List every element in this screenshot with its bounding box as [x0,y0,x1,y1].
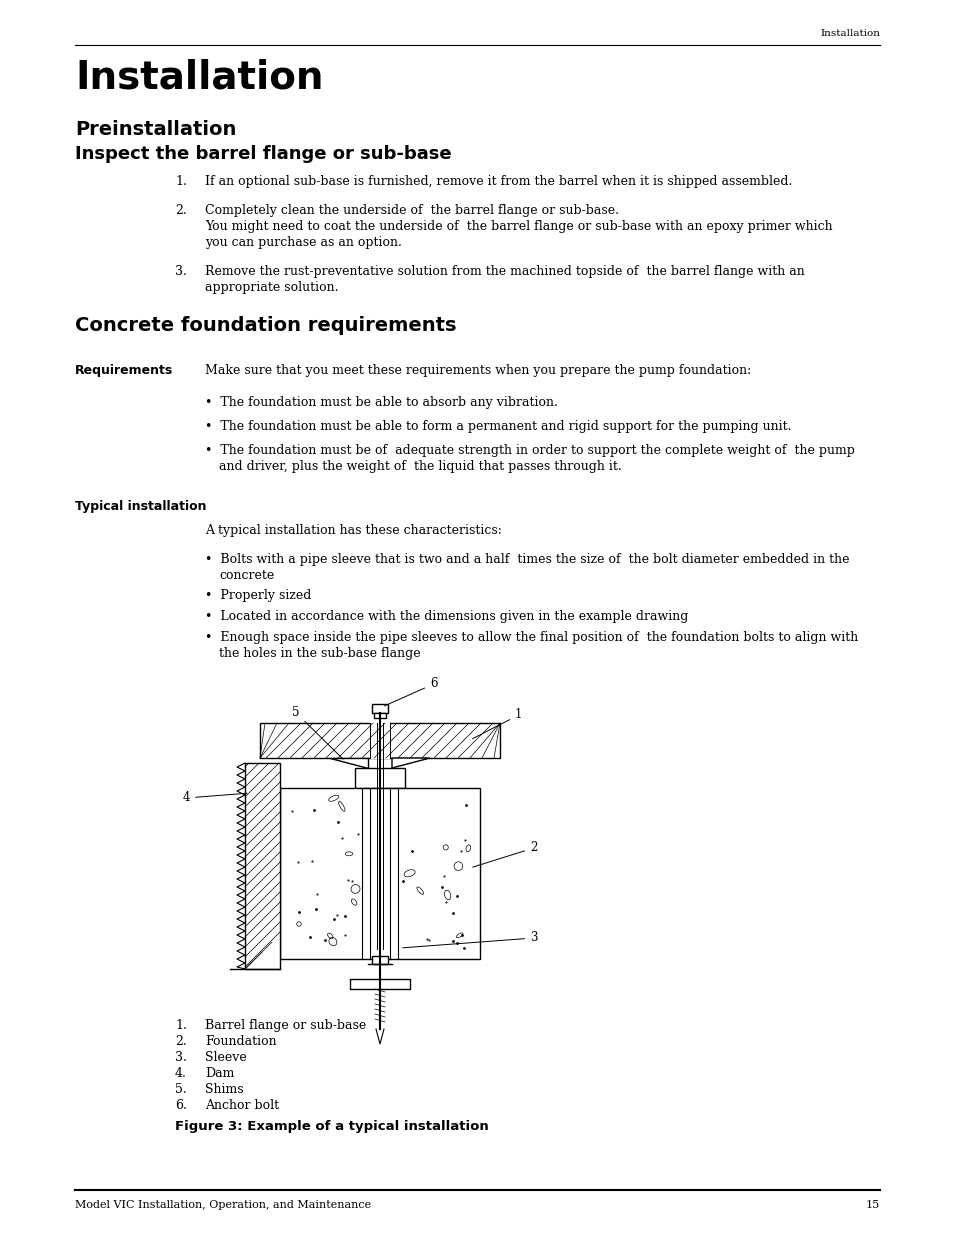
Text: Inspect the barrel flange or sub-base: Inspect the barrel flange or sub-base [75,144,451,163]
Text: Model VIC Installation, Operation, and Maintenance: Model VIC Installation, Operation, and M… [75,1200,371,1210]
Text: 5.: 5. [174,1083,187,1095]
Text: Shims: Shims [205,1083,243,1095]
Text: •  The foundation must be able to form a permanent and rigid support for the pum: • The foundation must be able to form a … [205,420,791,432]
Bar [280,788,479,960]
Text: Requirements: Requirements [75,364,173,377]
Text: 15: 15 [864,1200,879,1210]
Text: Preinstallation: Preinstallation [75,120,236,140]
Text: A typical installation has these characteristics:: A typical installation has these charact… [205,524,501,537]
Bar [372,704,388,713]
Text: 1.: 1. [174,175,187,188]
Text: 6: 6 [384,678,437,706]
Text: 6.: 6. [174,1099,187,1112]
Text: you can purchase as an option.: you can purchase as an option. [205,236,401,248]
Text: •  Located in accordance with the dimensions given in the example drawing: • Located in accordance with the dimensi… [205,610,688,624]
Text: the holes in the sub-base flange: the holes in the sub-base flange [219,647,420,659]
Text: Figure 3: Example of a typical installation: Figure 3: Example of a typical installat… [174,1120,488,1132]
Text: If an optional sub-base is furnished, remove it from the barrel when it is shipp: If an optional sub-base is furnished, re… [205,175,792,188]
Text: 3.: 3. [174,1051,187,1065]
Text: Installation: Installation [820,28,879,38]
Text: •  The foundation must be able to absorb any vibration.: • The foundation must be able to absorb … [205,395,558,409]
Text: 4.: 4. [174,1067,187,1079]
Bar [374,713,386,718]
Bar [372,956,388,965]
Polygon shape [330,758,368,768]
Text: 3.: 3. [174,264,187,278]
Polygon shape [392,758,430,768]
Text: Make sure that you meet these requirements when you prepare the pump foundation:: Make sure that you meet these requiremen… [205,364,750,377]
Text: Foundation: Foundation [205,1035,276,1049]
Text: 1: 1 [472,709,522,739]
Text: •  Enough space inside the pipe sleeves to allow the final position of  the foun: • Enough space inside the pipe sleeves t… [205,631,858,643]
Text: •  Bolts with a pipe sleeve that is two and a half  times the size of  the bolt : • Bolts with a pipe sleeve that is two a… [205,552,848,566]
Text: 1.: 1. [174,1019,187,1032]
Text: •  Properly sized: • Properly sized [205,589,311,603]
Text: 5: 5 [293,706,343,760]
Text: •  The foundation must be of  adequate strength in order to support the complete: • The foundation must be of adequate str… [205,443,854,457]
Bar [350,979,410,989]
Bar [260,722,499,758]
Text: You might need to coat the underside of  the barrel flange or sub-base with an e: You might need to coat the underside of … [205,220,832,233]
Text: Sleeve: Sleeve [205,1051,247,1065]
Text: and driver, plus the weight of  the liquid that passes through it.: and driver, plus the weight of the liqui… [219,459,621,473]
Bar [355,768,405,788]
Text: 2.: 2. [174,204,187,217]
Text: Dam: Dam [205,1067,234,1079]
Text: 2: 2 [472,841,537,867]
Text: 4: 4 [182,792,247,804]
Text: Anchor bolt: Anchor bolt [205,1099,279,1112]
Text: concrete: concrete [219,568,274,582]
Bar [370,722,390,760]
Text: Remove the rust-preventative solution from the machined topside of  the barrel f: Remove the rust-preventative solution fr… [205,264,804,278]
Text: Barrel flange or sub-base: Barrel flange or sub-base [205,1019,366,1032]
Text: appropriate solution.: appropriate solution. [205,280,338,294]
Bar [245,763,280,969]
Text: Concrete foundation requirements: Concrete foundation requirements [75,316,456,335]
Text: 3: 3 [402,931,537,947]
Text: Completely clean the underside of  the barrel flange or sub-base.: Completely clean the underside of the ba… [205,204,618,217]
Text: Installation: Installation [75,58,323,96]
Text: Typical installation: Typical installation [75,500,206,513]
Text: 2.: 2. [174,1035,187,1049]
